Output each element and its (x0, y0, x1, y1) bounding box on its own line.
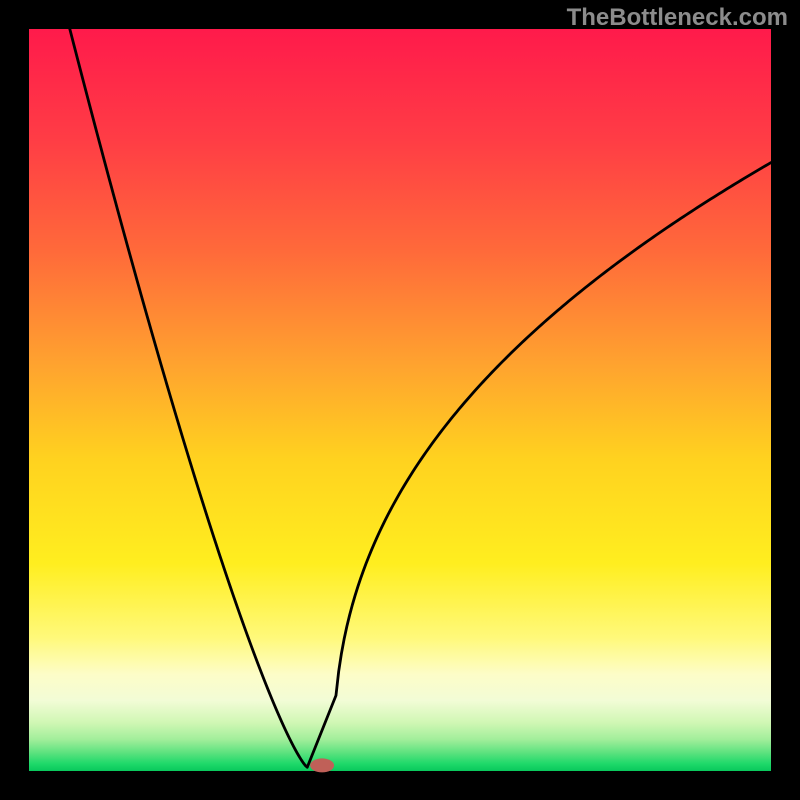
chart-area (0, 0, 800, 800)
minimum-marker (310, 758, 334, 772)
chart-container: TheBottleneck.com (0, 0, 800, 800)
chart-svg (0, 0, 800, 800)
watermark-text: TheBottleneck.com (567, 4, 788, 32)
chart-background (29, 29, 771, 771)
